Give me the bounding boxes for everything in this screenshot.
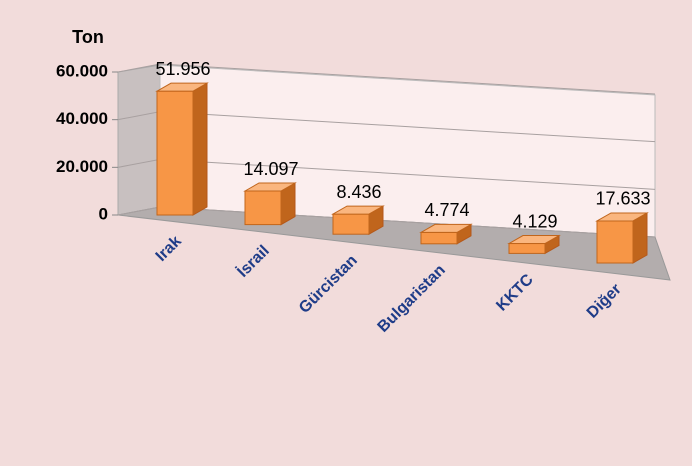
value-label: 8.436 <box>336 182 381 202</box>
value-label: 4.129 <box>512 211 557 231</box>
bar-top <box>507 235 561 245</box>
y-tick-label: 60.000 <box>56 61 108 80</box>
x-tick-label: Diğer <box>584 281 625 322</box>
y-tick-label: 40.000 <box>56 109 108 128</box>
value-label: 17.633 <box>595 189 650 209</box>
bar-top <box>243 182 297 192</box>
y-tick-label: 0 <box>99 204 108 223</box>
bar <box>420 231 458 245</box>
bar <box>156 90 194 216</box>
x-tick-label: Bulgaristan <box>375 262 449 336</box>
bar-top <box>155 82 209 92</box>
bar <box>508 243 546 254</box>
bar-top <box>419 223 473 233</box>
bar <box>596 220 634 264</box>
bar-side <box>632 212 648 264</box>
x-tick-label: Gürcistan <box>296 252 361 317</box>
x-tick-label: KKTC <box>493 271 537 315</box>
side-wall <box>117 64 161 216</box>
y-axis-label: Ton <box>72 27 104 47</box>
bar-side <box>192 82 208 216</box>
value-label: 14.097 <box>243 159 298 179</box>
x-tick-label: Irak <box>153 233 185 265</box>
value-label: 4.774 <box>424 200 469 220</box>
bar-top <box>331 205 385 215</box>
y-tick-label: 20.000 <box>56 157 108 176</box>
bar <box>332 213 370 235</box>
value-label: 51.956 <box>155 59 210 79</box>
grid-line <box>117 63 656 95</box>
bar <box>244 190 282 226</box>
x-tick-label: İsrail <box>234 242 273 281</box>
bar-top <box>595 212 649 222</box>
